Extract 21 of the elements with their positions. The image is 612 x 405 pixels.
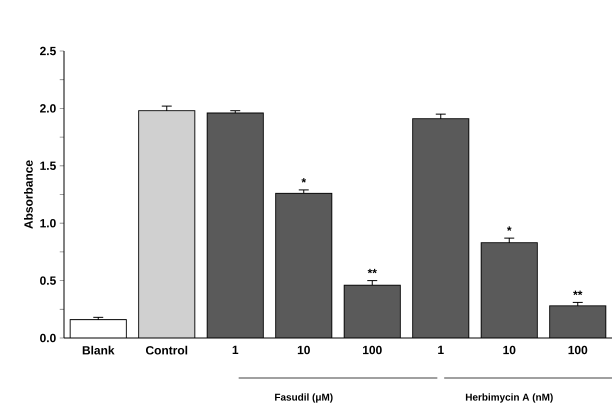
x-tick-label: 10 bbox=[298, 346, 310, 354]
y-tick-label: 2.5 bbox=[40, 46, 56, 56]
x-tick-label: Blank bbox=[82, 346, 115, 355]
x-tick-label: 1 bbox=[438, 346, 444, 354]
data-label: * bbox=[506, 226, 512, 231]
data-label: * bbox=[301, 178, 306, 183]
y-tick-label: 1.0 bbox=[40, 218, 56, 228]
x-tick-label: 10 bbox=[503, 346, 516, 354]
y-tick-label: 0.5 bbox=[40, 276, 56, 285]
x-tick-label: Control bbox=[146, 346, 188, 355]
data-label: ** bbox=[368, 268, 377, 274]
x-tick-label: 100 bbox=[568, 346, 588, 354]
y-axis-title: Absorbance bbox=[24, 160, 33, 229]
text: Herbimycin A (nM) bbox=[466, 393, 553, 403]
data-label: ** bbox=[573, 290, 582, 296]
x-tick-label: 1 bbox=[232, 346, 238, 354]
x-tick-label: 100 bbox=[363, 346, 382, 354]
text: Fasudil (μM) bbox=[275, 393, 333, 403]
y-tick-label: 2.0 bbox=[40, 104, 56, 113]
y-tick-label: 1.5 bbox=[40, 162, 56, 170]
y-tick-label: 0.0 bbox=[40, 334, 56, 342]
